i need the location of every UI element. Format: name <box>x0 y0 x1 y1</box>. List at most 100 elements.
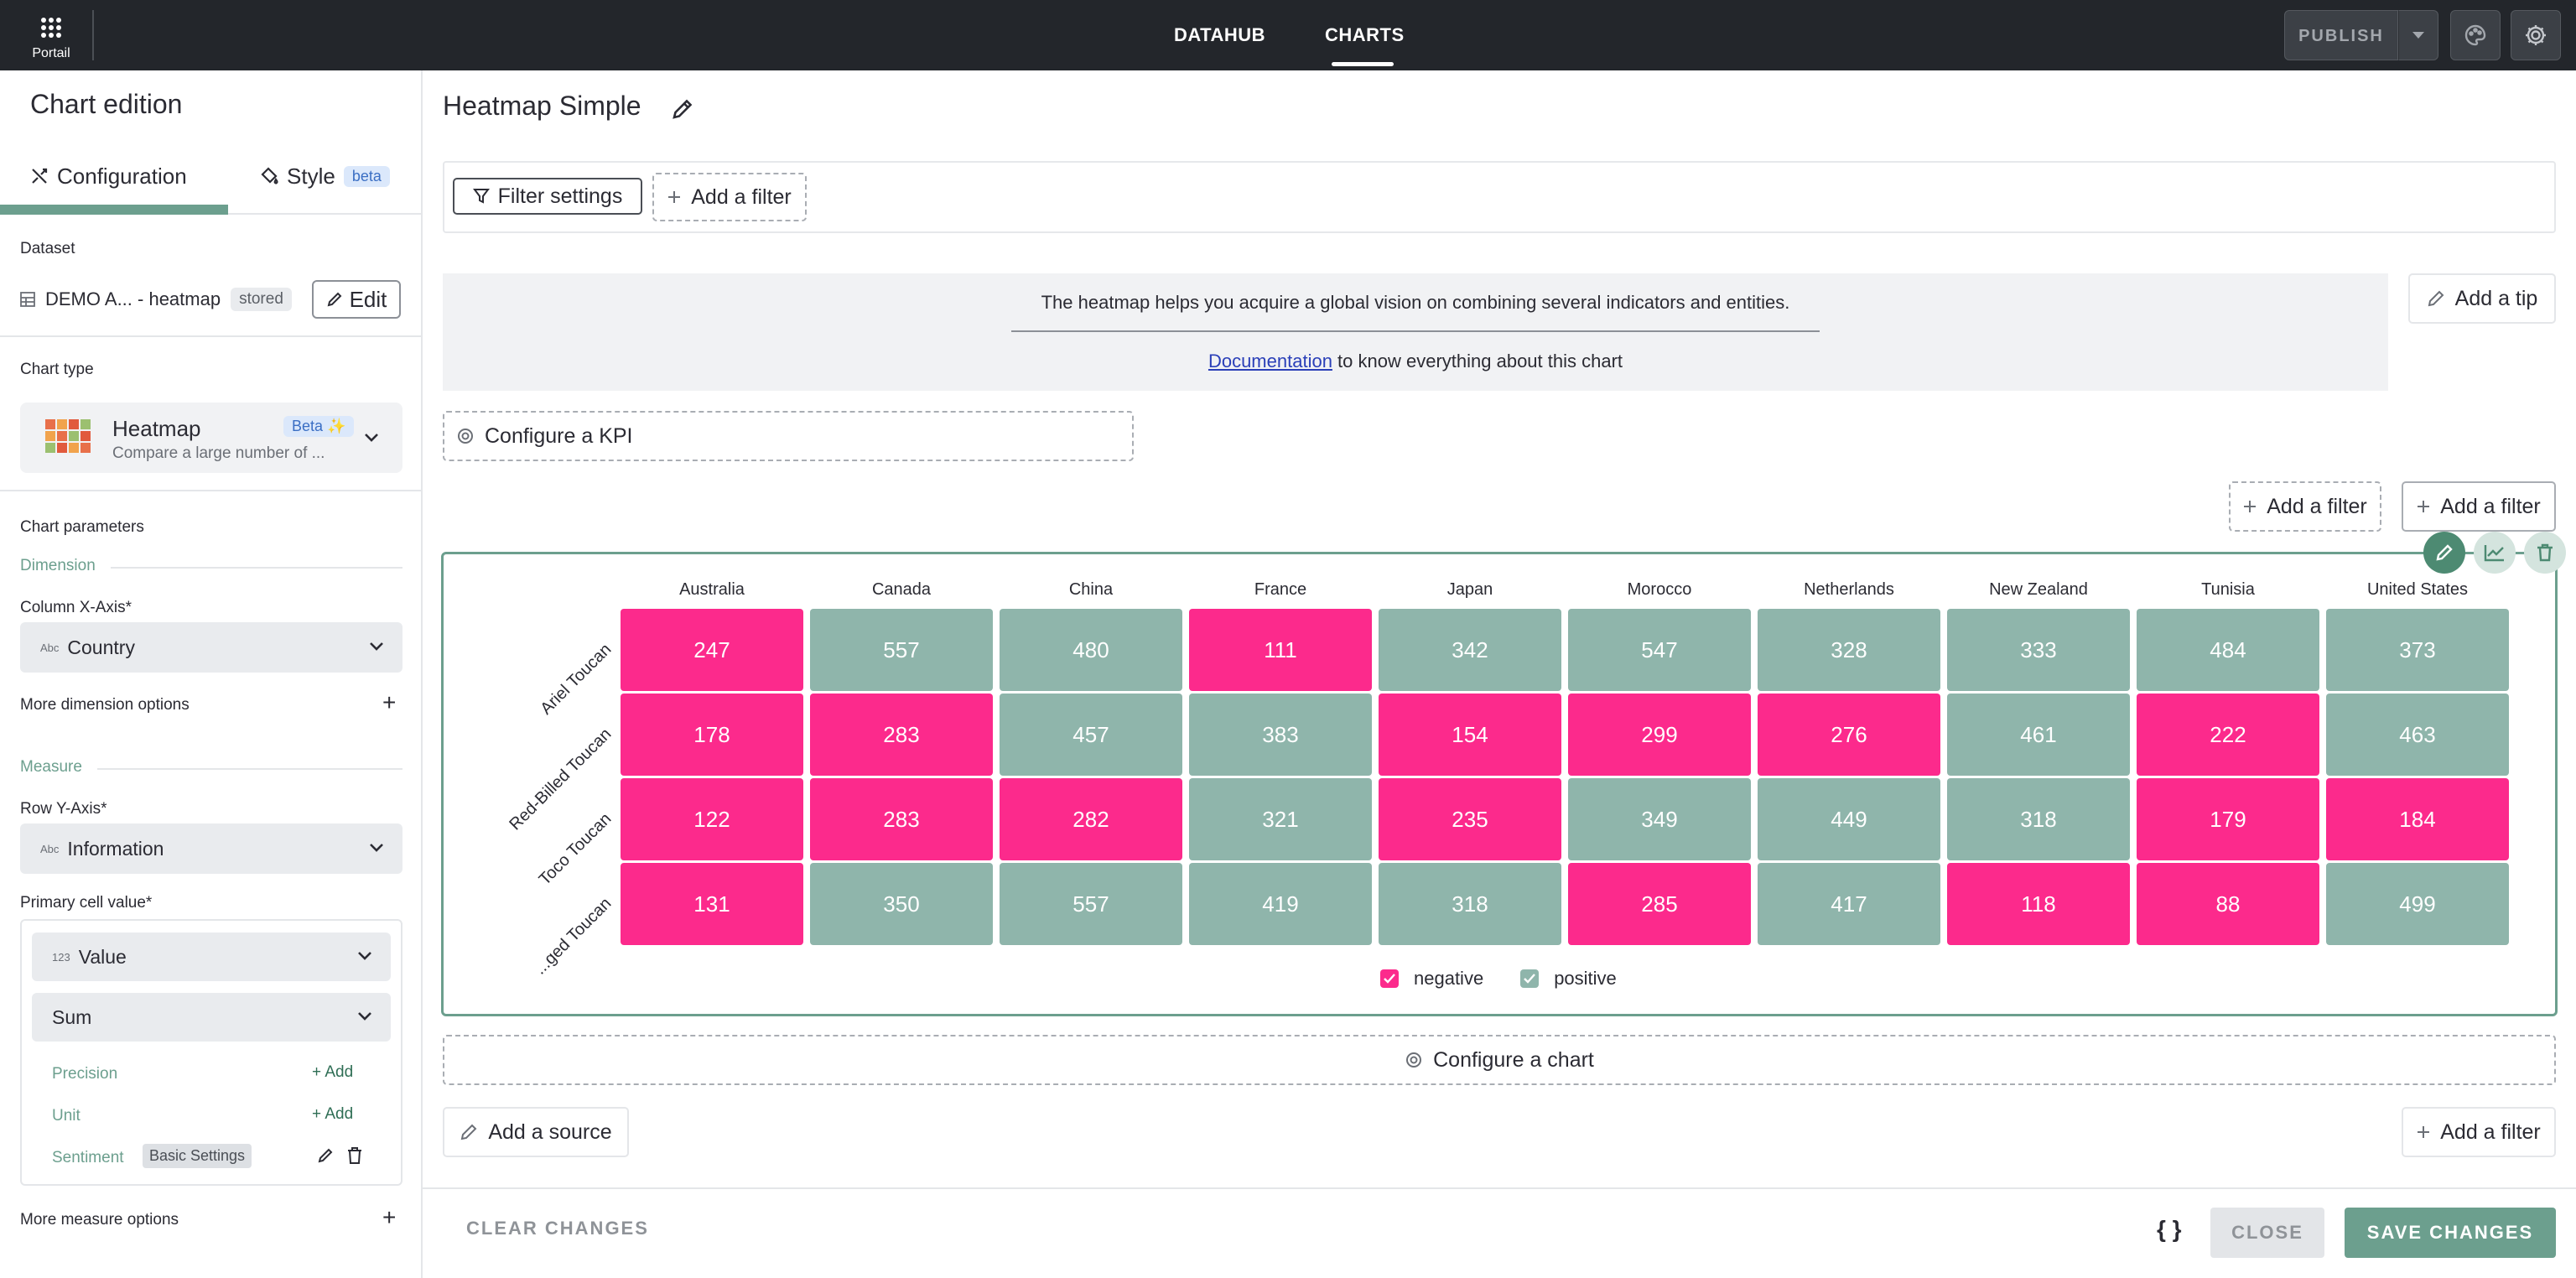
theme-button[interactable] <box>2450 10 2501 60</box>
legend-positive-label: positive <box>1554 968 1617 989</box>
tab-style[interactable]: Style beta <box>260 151 390 201</box>
configure-kpi-button[interactable]: Configure a KPI <box>443 411 1134 461</box>
heatmap-cell[interactable]: 373 <box>2326 609 2509 691</box>
expand-dimension-plus-icon[interactable]: + <box>382 689 397 715</box>
add-tip-button[interactable]: Add a tip <box>2408 273 2556 324</box>
configure-chart-button[interactable]: Configure a chart <box>443 1035 2556 1085</box>
settings-button[interactable] <box>2511 10 2561 60</box>
heatmap-cell[interactable]: 484 <box>2137 609 2319 691</box>
add-filter-button-3[interactable]: Add a filter <box>2402 481 2556 532</box>
publish-button[interactable]: PUBLISH <box>2284 10 2398 60</box>
nav-datahub[interactable]: DATAHUB <box>1174 24 1265 45</box>
heatmap-cell[interactable]: 282 <box>1000 778 1182 860</box>
plus-icon <box>2243 500 2257 513</box>
aggregation-select[interactable]: Sum <box>32 993 391 1042</box>
chart-type-button[interactable] <box>2474 532 2516 574</box>
heatmap-cell[interactable]: 88 <box>2137 863 2319 945</box>
heatmap-cell[interactable]: 318 <box>1379 863 1561 945</box>
heatmap-cell[interactable]: 122 <box>621 778 803 860</box>
heatmap-cell[interactable]: 449 <box>1758 778 1940 860</box>
add-source-button[interactable]: Add a source <box>443 1107 629 1157</box>
chart-type-description: Compare a large number of ... <box>112 444 325 462</box>
line-chart-icon <box>2484 543 2506 562</box>
legend-negative-swatch[interactable] <box>1380 969 1399 988</box>
heatmap-cell[interactable]: 349 <box>1568 778 1751 860</box>
save-changes-button[interactable]: SAVE CHANGES <box>2345 1208 2556 1258</box>
page-title: Heatmap Simple <box>443 91 641 121</box>
heatmap-cell[interactable]: 547 <box>1568 609 1751 691</box>
heatmap-cell[interactable]: 350 <box>810 863 993 945</box>
heatmap-cell[interactable]: 283 <box>810 694 993 776</box>
value-field-select[interactable]: 123 Value <box>32 933 391 981</box>
heatmap-cell[interactable]: 499 <box>2326 863 2509 945</box>
add-unit-button[interactable]: + Add <box>312 1105 353 1124</box>
value-field: Value <box>78 945 127 968</box>
heatmap-cell[interactable]: 179 <box>2137 778 2319 860</box>
edit-title-pencil-icon[interactable] <box>671 97 694 121</box>
delete-chart-button[interactable] <box>2524 532 2566 574</box>
heatmap-cell[interactable]: 557 <box>810 609 993 691</box>
heatmap-cell[interactable]: 557 <box>1000 863 1182 945</box>
heatmap-cell[interactable]: 328 <box>1758 609 1940 691</box>
tab-configuration[interactable]: Configuration <box>30 151 187 201</box>
heatmap-cell[interactable]: 131 <box>621 863 803 945</box>
more-dimension-options[interactable]: More dimension options <box>20 696 190 714</box>
heatmap-cell[interactable]: 154 <box>1379 694 1561 776</box>
publish-dropdown-button[interactable] <box>2398 10 2438 60</box>
primary-cell-value-label: Primary cell value* <box>20 894 153 912</box>
x-axis-select[interactable]: Abc Country <box>20 622 402 673</box>
expand-measure-plus-icon[interactable]: + <box>382 1204 397 1230</box>
heatmap-cell[interactable]: 285 <box>1568 863 1751 945</box>
column-header: Netherlands <box>1804 580 1894 599</box>
apps-menu-button[interactable]: Portail <box>18 10 84 62</box>
heatmap-cell[interactable]: 283 <box>810 778 993 860</box>
chart-type-selector[interactable]: Heatmap Beta ✨ Compare a large number of… <box>20 403 402 473</box>
heatmap-cell[interactable]: 118 <box>1947 863 2130 945</box>
top-bar: Portail DATAHUB CHARTS PUBLISH <box>0 0 2576 70</box>
json-view-button[interactable]: { } <box>2157 1216 2182 1242</box>
heatmap-cell[interactable]: 417 <box>1758 863 1940 945</box>
heatmap-cell[interactable]: 111 <box>1189 609 1372 691</box>
heatmap-chart[interactable] <box>441 552 2558 1016</box>
row-header: Toco Toucan <box>535 809 615 890</box>
tools-icon <box>30 167 49 185</box>
legend-negative-label: negative <box>1414 968 1484 989</box>
heatmap-cell[interactable]: 321 <box>1189 778 1372 860</box>
add-filter-button-4[interactable]: Add a filter <box>2402 1107 2556 1157</box>
heatmap-cell[interactable]: 480 <box>1000 609 1182 691</box>
heatmap-cell[interactable]: 247 <box>621 609 803 691</box>
heatmap-cell[interactable]: 457 <box>1000 694 1182 776</box>
heatmap-cell[interactable]: 419 <box>1189 863 1372 945</box>
edit-chart-button[interactable] <box>2423 532 2465 574</box>
edit-dataset-button[interactable]: Edit <box>312 280 401 319</box>
documentation-link[interactable]: Documentation <box>1208 351 1332 371</box>
add-filter-button[interactable]: Add a filter <box>652 173 807 221</box>
add-tip-label: Add a tip <box>2454 286 2538 310</box>
heatmap-cell[interactable]: 235 <box>1379 778 1561 860</box>
heatmap-cell[interactable]: 463 <box>2326 694 2509 776</box>
heatmap-cell[interactable]: 461 <box>1947 694 2130 776</box>
close-button[interactable]: CLOSE <box>2210 1208 2324 1258</box>
heatmap-cell[interactable]: 299 <box>1568 694 1751 776</box>
heatmap-cell[interactable]: 276 <box>1758 694 1940 776</box>
heatmap-cell[interactable]: 184 <box>2326 778 2509 860</box>
heatmap-cell[interactable]: 318 <box>1947 778 2130 860</box>
chevron-down-icon <box>364 433 379 443</box>
heatmap-cell[interactable]: 333 <box>1947 609 2130 691</box>
add-filter-button-2[interactable]: Add a filter <box>2229 481 2381 532</box>
filter-bar <box>443 161 2556 233</box>
more-measure-options[interactable]: More measure options <box>20 1211 179 1229</box>
heatmap-cell[interactable]: 178 <box>621 694 803 776</box>
pencil-icon[interactable] <box>317 1147 334 1164</box>
trash-icon[interactable] <box>347 1147 362 1164</box>
heatmap-cell[interactable]: 342 <box>1379 609 1561 691</box>
legend-positive-swatch[interactable] <box>1520 969 1540 988</box>
chevron-down-icon <box>369 642 384 652</box>
add-precision-button[interactable]: + Add <box>312 1063 353 1082</box>
clear-changes-button[interactable]: CLEAR CHANGES <box>466 1218 649 1239</box>
heatmap-cell[interactable]: 383 <box>1189 694 1372 776</box>
nav-charts[interactable]: CHARTS <box>1325 24 1405 45</box>
heatmap-cell[interactable]: 222 <box>2137 694 2319 776</box>
y-axis-select[interactable]: Abc Information <box>20 823 402 874</box>
filter-settings-button[interactable]: Filter settings <box>453 178 642 215</box>
